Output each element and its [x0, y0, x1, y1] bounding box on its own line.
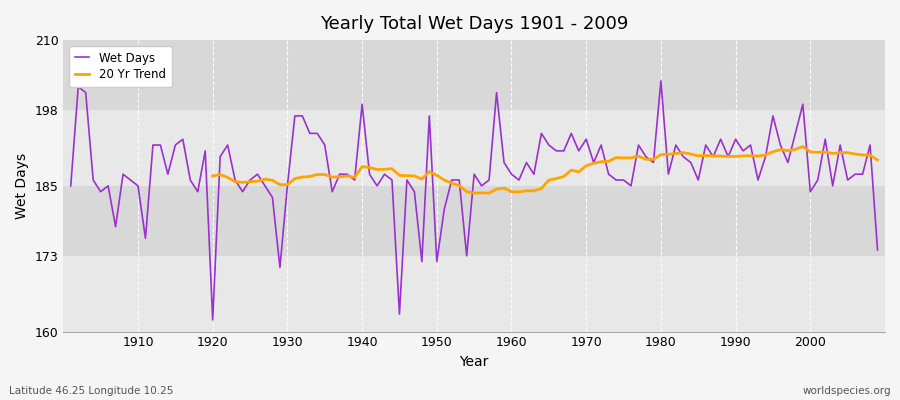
20 Yr Trend: [297, 175, 308, 180]
Bar: [63, 110, 885, 186]
Wet Days: [603, 172, 614, 176]
Line: 20 Yr Trend: 20 Yr Trend: [212, 146, 878, 193]
Y-axis label: Wet Days: Wet Days: [15, 153, 29, 219]
Bar: [63, 40, 885, 110]
20 Yr Trend: [857, 152, 868, 157]
Wet Days: [207, 318, 218, 322]
20 Yr Trend: [872, 158, 883, 162]
20 Yr Trend: [409, 174, 419, 178]
Wet Days: [514, 178, 525, 182]
Text: worldspecies.org: worldspecies.org: [803, 386, 891, 396]
Wet Days: [66, 184, 77, 188]
Wet Days: [125, 178, 136, 182]
Wet Days: [506, 172, 517, 176]
Wet Days: [655, 78, 666, 83]
20 Yr Trend: [207, 174, 218, 178]
20 Yr Trend: [797, 144, 808, 149]
20 Yr Trend: [768, 149, 778, 154]
Bar: [63, 256, 885, 332]
X-axis label: Year: Year: [460, 355, 489, 369]
20 Yr Trend: [469, 191, 480, 196]
Wet Days: [872, 248, 883, 252]
20 Yr Trend: [782, 148, 793, 153]
20 Yr Trend: [678, 150, 688, 155]
Line: Wet Days: Wet Days: [71, 81, 878, 320]
Wet Days: [297, 114, 308, 118]
Bar: [63, 186, 885, 256]
Legend: Wet Days, 20 Yr Trend: Wet Days, 20 Yr Trend: [69, 46, 172, 87]
Title: Yearly Total Wet Days 1901 - 2009: Yearly Total Wet Days 1901 - 2009: [320, 15, 628, 33]
Text: Latitude 46.25 Longitude 10.25: Latitude 46.25 Longitude 10.25: [9, 386, 174, 396]
Wet Days: [342, 172, 353, 176]
